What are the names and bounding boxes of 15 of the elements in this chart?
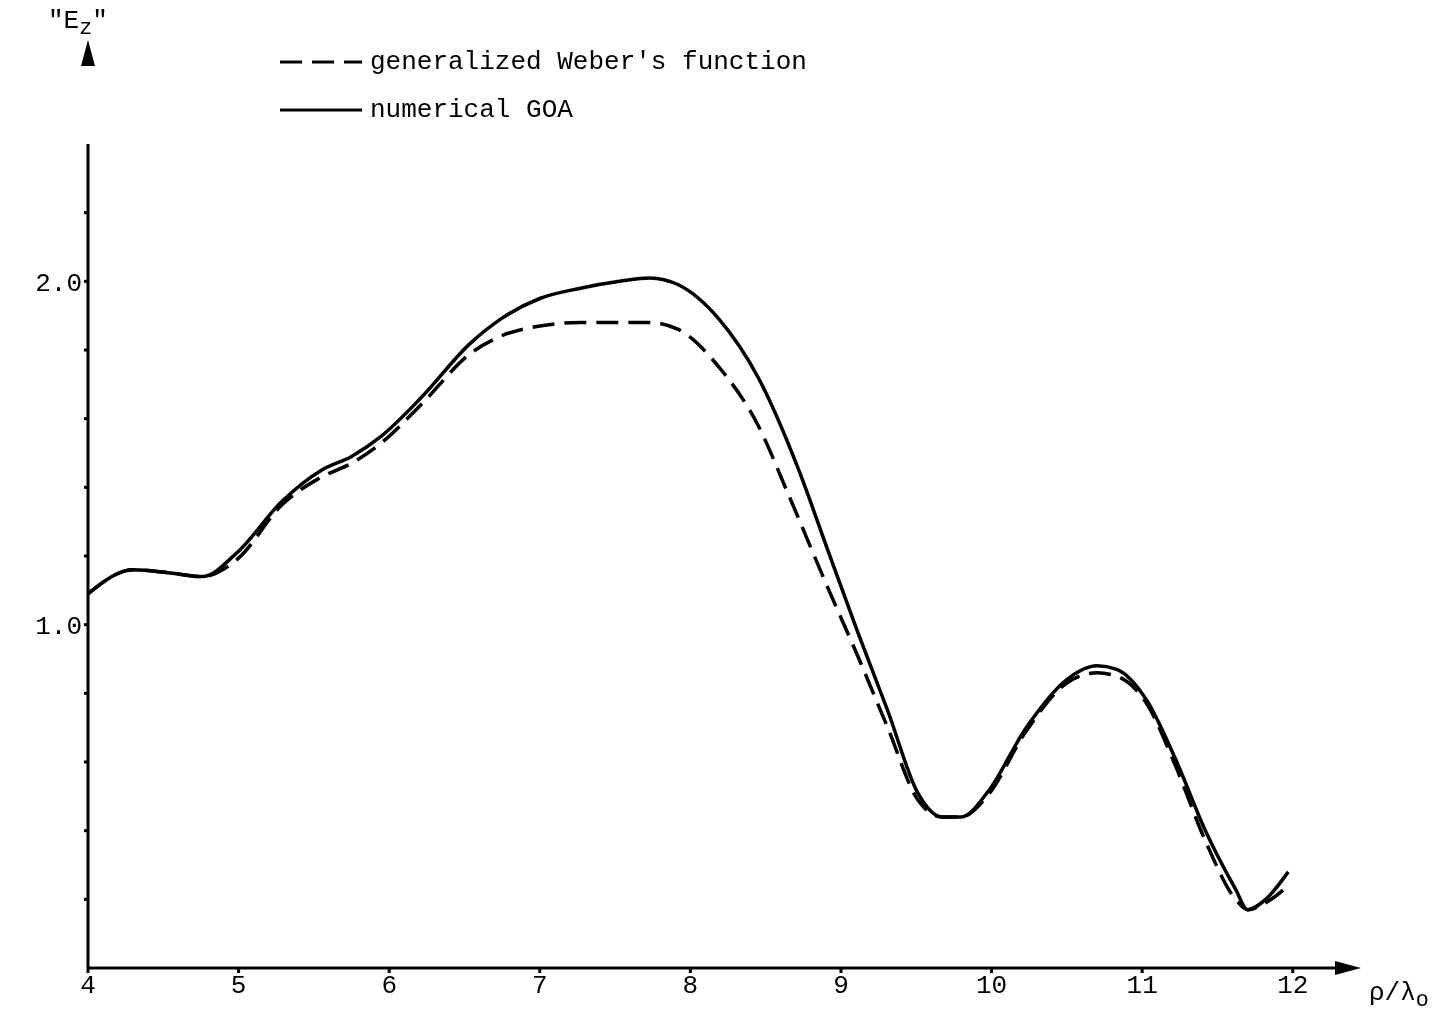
x-axis-title: ρ/λ$_{o}$ <box>1369 978 1429 1014</box>
x-tick-label: 5 <box>230 971 247 1002</box>
x-tick-label: 10 <box>975 971 1008 1002</box>
x-tick-label: 7 <box>531 971 548 1002</box>
x-tick-label: 6 <box>381 971 397 1002</box>
y-tick-label: 1.0 <box>35 611 82 642</box>
x-tick-label: 11 <box>1126 971 1158 1002</box>
legend-label: numerical GOA <box>370 95 573 125</box>
x-tick-label: 12 <box>1277 971 1309 1002</box>
x-tick-label: 8 <box>682 971 699 1002</box>
y-tick-label: 2.0 <box>35 268 82 299</box>
legend-label: generalized Weber's function <box>370 47 807 77</box>
x-tick-label: 4 <box>80 971 96 1002</box>
x-tick-label: 9 <box>833 971 849 1002</box>
y-axis-title: "E$_{z}$" <box>48 6 108 42</box>
